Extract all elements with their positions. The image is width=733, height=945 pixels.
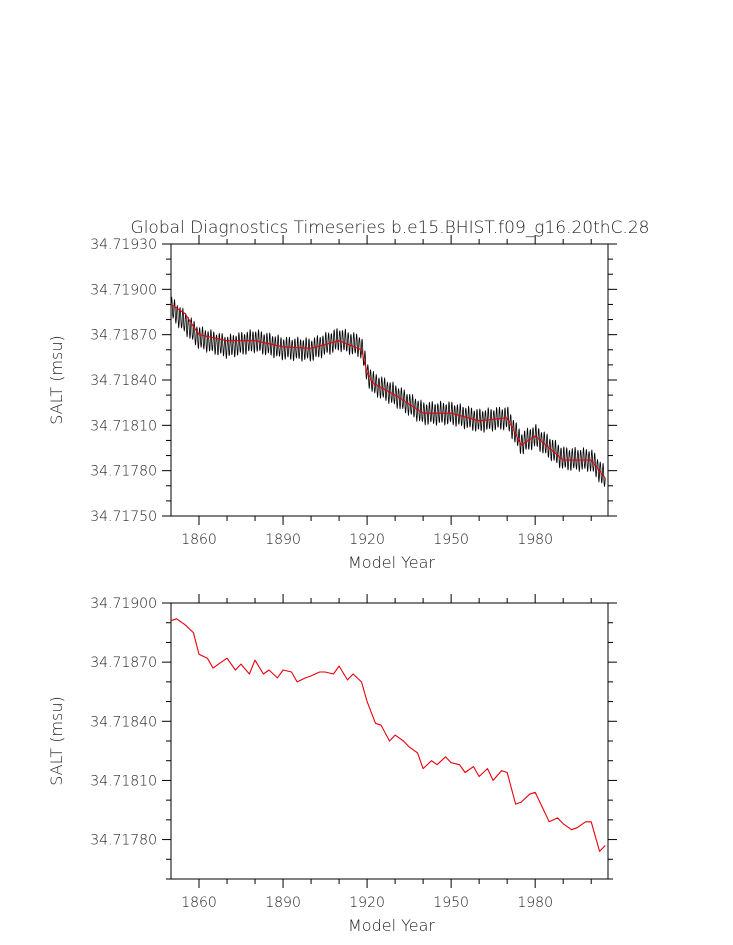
x-tick-label: 1920 bbox=[349, 895, 385, 911]
y-tick-label: 34.71780 bbox=[90, 464, 157, 480]
x-tick-label: 1860 bbox=[181, 532, 217, 548]
y-tick-label: 34.71840 bbox=[90, 714, 157, 730]
x-tick-label: 1980 bbox=[517, 532, 553, 548]
bottom-panel: 1860 1890 1920 1950 1980 34.71780 34.71810 34.7… bbox=[47, 594, 617, 935]
x-axis-label: Model Year bbox=[348, 916, 435, 935]
y-tick-label: 34.71900 bbox=[90, 596, 157, 612]
y-tick-label: 34.71900 bbox=[90, 282, 157, 298]
y-tick-label: 34.71870 bbox=[90, 655, 157, 671]
x-axis-label: Model Year bbox=[348, 553, 435, 572]
y-tick-label: 34.71750 bbox=[90, 509, 157, 525]
y-tick-label: 34.71930 bbox=[90, 237, 157, 253]
x-tick-label: 1950 bbox=[433, 532, 469, 548]
x-tick-label: 1950 bbox=[433, 895, 469, 911]
x-tick-label: 1980 bbox=[517, 895, 553, 911]
annual-series-line bbox=[170, 618, 606, 852]
x-tick-label: 1890 bbox=[265, 895, 301, 911]
plot-frame bbox=[170, 243, 609, 517]
y-tick-label: 34.71780 bbox=[90, 833, 157, 849]
y-tick-label: 34.71810 bbox=[90, 418, 157, 434]
annual-series-line bbox=[170, 303, 606, 479]
x-tick-label: 1860 bbox=[181, 895, 217, 911]
y-tick-label: 34.71840 bbox=[90, 373, 157, 389]
y-axis-label: SALT (msu) bbox=[47, 696, 66, 786]
y-axis-label: SALT (msu) bbox=[47, 335, 66, 425]
x-tick-label: 1920 bbox=[349, 532, 385, 548]
top-panel: 1860 1890 1920 1950 1980 34.71750 34.71780 34.7… bbox=[47, 235, 617, 572]
y-tick-label: 34.71810 bbox=[90, 773, 157, 789]
chart-title: Global Diagnostics Timeseries b.e15.BHIS… bbox=[131, 218, 650, 238]
x-tick-label: 1890 bbox=[265, 532, 301, 548]
y-tick-label: 34.71870 bbox=[90, 328, 157, 344]
